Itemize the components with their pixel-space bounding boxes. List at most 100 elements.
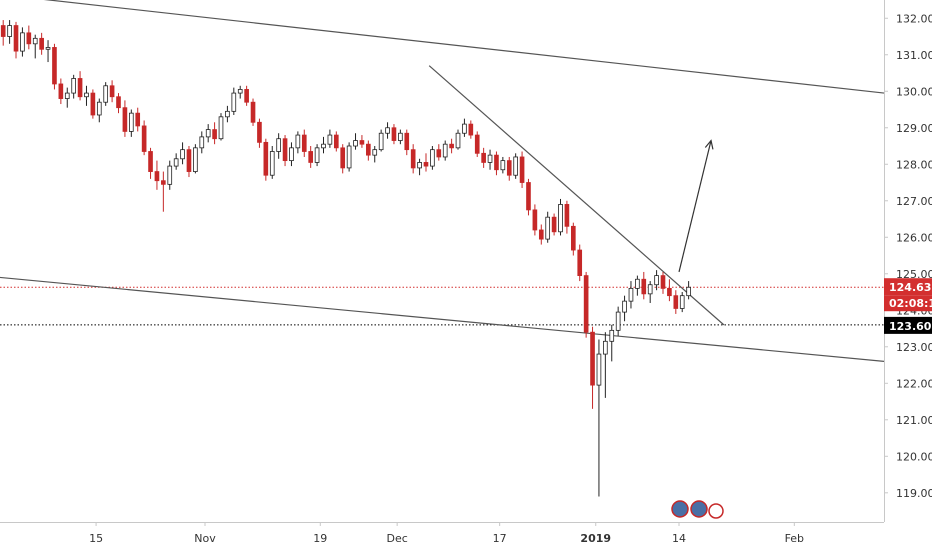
candle — [333, 134, 339, 149]
candle — [481, 152, 486, 163]
candle — [161, 180, 166, 185]
candle — [282, 138, 288, 162]
candle — [0, 25, 6, 37]
level-price-label: 123.600 — [889, 320, 932, 333]
candle — [327, 134, 333, 145]
y-tick-label: 129.000 — [896, 122, 932, 135]
y-tick-label: 128.000 — [896, 158, 932, 171]
candle — [301, 134, 307, 152]
current-price-tag — [884, 278, 932, 296]
candle — [122, 107, 128, 132]
candle — [468, 123, 474, 136]
y-tick-label: 123.000 — [896, 341, 932, 354]
arrow-line[interactable] — [678, 140, 712, 273]
trendline[interactable] — [0, 0, 885, 94]
candle — [615, 311, 621, 331]
y-tick-label: 125.000 — [896, 268, 932, 281]
candle — [13, 25, 19, 52]
y-tick-label: 120.000 — [896, 450, 932, 463]
candle — [141, 125, 147, 152]
candle — [577, 249, 583, 277]
candle — [148, 151, 153, 172]
candle — [660, 275, 666, 289]
y-tick-label: 119.000 — [896, 487, 932, 500]
candle — [64, 92, 70, 99]
candle — [250, 101, 256, 123]
economic-event-icon[interactable] — [671, 500, 689, 518]
candle — [487, 154, 493, 163]
candle — [391, 127, 397, 141]
candle — [372, 149, 378, 156]
candle — [20, 32, 25, 52]
candle — [564, 204, 570, 227]
candle — [263, 141, 269, 176]
x-tick-label: 17 — [493, 532, 507, 545]
candle — [641, 278, 647, 295]
candle — [366, 143, 371, 156]
candle — [404, 132, 410, 151]
trendline[interactable] — [0, 276, 885, 362]
candle — [628, 287, 634, 302]
candle — [494, 154, 499, 171]
economic-event-icon[interactable] — [708, 503, 724, 519]
candle — [167, 165, 173, 185]
candle — [635, 278, 640, 289]
candle — [417, 162, 422, 169]
x-tick-label: 15 — [89, 532, 103, 545]
candle — [257, 121, 262, 143]
y-tick-label: 122.000 — [896, 377, 932, 390]
candle — [538, 229, 544, 240]
y-tick-label: 131.000 — [896, 49, 932, 62]
candle — [308, 151, 314, 163]
candle — [506, 160, 512, 176]
candle — [398, 132, 403, 141]
candle — [609, 329, 615, 342]
trendline[interactable] — [428, 65, 725, 326]
y-tick-label: 126.000 — [896, 231, 932, 244]
candle — [173, 158, 179, 167]
candle — [237, 89, 243, 94]
candle — [205, 129, 211, 138]
candle — [519, 156, 525, 183]
countdown-label: 02:08:14 — [889, 297, 932, 310]
candle — [218, 116, 224, 140]
candle — [353, 140, 358, 147]
arrow-head — [704, 139, 714, 150]
candle — [603, 340, 608, 355]
candle — [103, 85, 109, 103]
candle — [289, 147, 294, 162]
y-tick-label: 127.000 — [896, 195, 932, 208]
candle — [340, 147, 346, 169]
candle — [71, 78, 76, 94]
candle — [673, 295, 679, 309]
candle — [180, 149, 185, 160]
y-tick-label: 132.000 — [896, 12, 932, 25]
candle — [128, 112, 134, 132]
candle — [385, 127, 390, 134]
candle — [654, 275, 659, 286]
candle — [84, 92, 89, 98]
x-tick-label: Nov — [194, 532, 216, 545]
candle — [52, 47, 57, 85]
candle — [135, 112, 141, 127]
candle — [436, 149, 442, 158]
y-tick-label: 121.000 — [896, 414, 932, 427]
candle — [32, 37, 38, 45]
x-tick-label: 14 — [672, 532, 686, 545]
candle — [686, 286, 691, 297]
candle — [154, 171, 160, 182]
candle — [449, 143, 454, 149]
candle — [622, 300, 627, 313]
candle — [667, 287, 672, 297]
candle — [314, 147, 320, 163]
candle — [39, 37, 44, 50]
candle — [532, 209, 538, 231]
candle — [545, 216, 551, 240]
candle — [295, 134, 301, 149]
level-price-tag — [884, 316, 932, 334]
economic-event-icon[interactable] — [690, 500, 708, 518]
candle — [225, 110, 230, 118]
y-tick-label: 130.000 — [896, 85, 932, 98]
